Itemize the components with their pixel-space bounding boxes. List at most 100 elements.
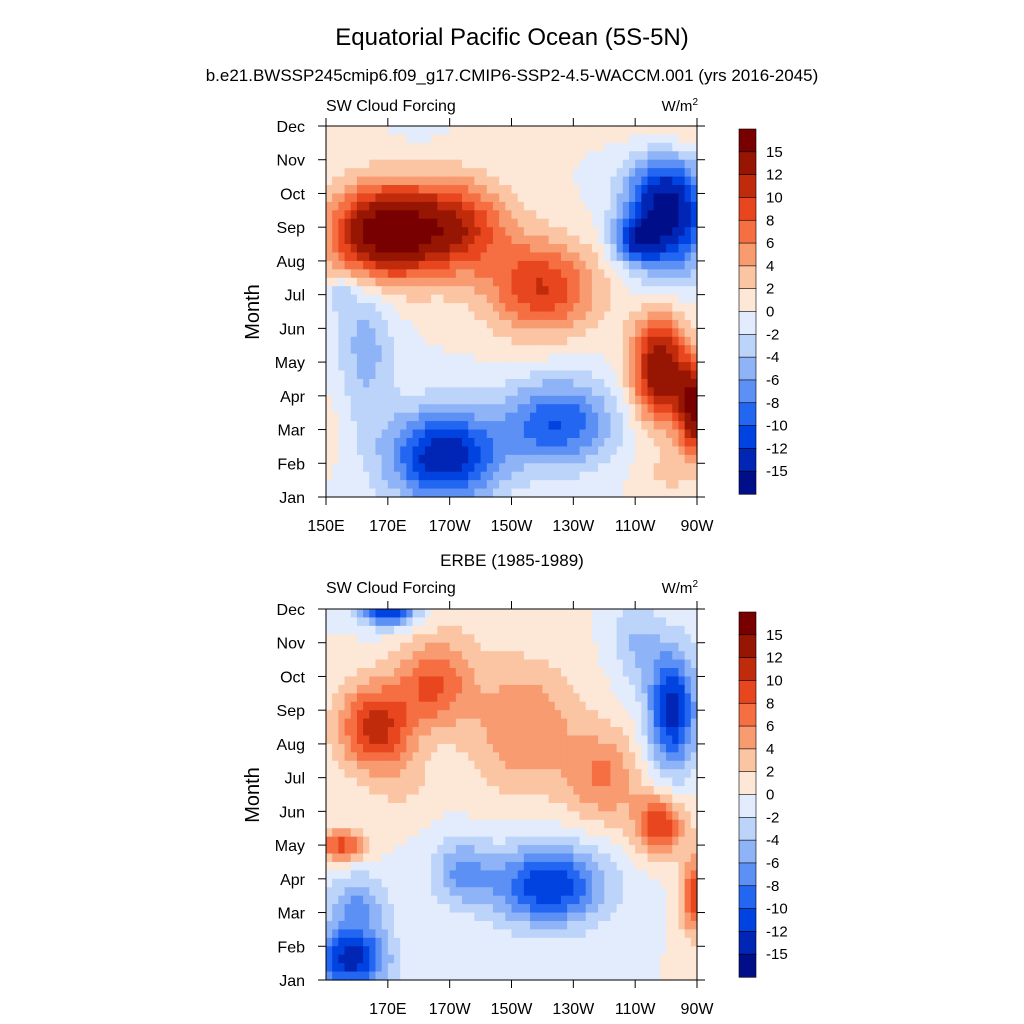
heatmap-cell	[462, 269, 469, 279]
heatmap-cell	[418, 235, 426, 245]
heatmap-cell	[418, 895, 426, 905]
heatmap-cell	[548, 609, 556, 619]
heatmap-cell	[672, 336, 680, 346]
heatmap-cell	[598, 244, 605, 254]
heatmap-cell	[604, 802, 612, 812]
heatmap-cell	[369, 244, 377, 254]
heatmap-cell	[616, 378, 624, 388]
heatmap-cell	[375, 634, 383, 644]
heatmap-cell	[653, 446, 661, 456]
heatmap-cell	[598, 252, 605, 262]
heatmap-cell	[499, 319, 506, 329]
heatmap-cell	[560, 819, 568, 829]
heatmap-cell	[369, 412, 377, 422]
heatmap-cell	[356, 311, 364, 321]
heatmap-cell	[394, 201, 401, 211]
heatmap-cell	[598, 345, 605, 355]
heatmap-cell	[449, 853, 457, 863]
heatmap-cell	[480, 294, 488, 304]
heatmap-cell	[567, 218, 574, 228]
heatmap-cell	[585, 387, 593, 397]
heatmap-cell	[505, 345, 513, 355]
heatmap-cell	[517, 642, 525, 652]
heatmap-cell	[332, 412, 339, 422]
heatmap-cell	[480, 269, 488, 279]
heatmap-cell	[678, 828, 686, 838]
heatmap-cell	[499, 845, 506, 855]
heatmap-cell	[400, 651, 407, 661]
heatmap-cell	[406, 861, 414, 871]
heatmap-cell	[480, 277, 488, 287]
heatmap-cell	[598, 651, 605, 661]
heatmap-cell	[412, 642, 420, 652]
heatmap-cell	[666, 887, 673, 897]
heatmap-cell	[437, 269, 445, 279]
heatmap-cell	[523, 303, 531, 313]
heatmap-cell	[400, 227, 407, 237]
heatmap-cell	[400, 836, 407, 846]
heatmap-cell	[647, 878, 655, 888]
heatmap-cell	[474, 404, 482, 414]
heatmap-cell	[635, 743, 642, 753]
heatmap-cell	[431, 463, 438, 473]
heatmap-cell	[424, 735, 432, 745]
heatmap-cell	[505, 252, 513, 262]
heatmap-cell	[604, 488, 612, 498]
heatmap-cell	[579, 185, 587, 195]
heatmap-cell	[548, 480, 556, 490]
heatmap-cell	[573, 260, 581, 270]
heatmap-cell	[560, 134, 568, 144]
heatmap-cell	[369, 488, 377, 498]
heatmap-cell	[356, 218, 364, 228]
heatmap-cell	[610, 168, 618, 178]
heatmap-cell	[511, 353, 519, 363]
heatmap-cell	[628, 845, 636, 855]
heatmap-cell	[474, 286, 482, 296]
heatmap-cell	[579, 311, 587, 321]
heatmap-cell	[369, 151, 377, 161]
heatmap-cell	[462, 735, 469, 745]
heatmap-cell	[598, 193, 605, 203]
heatmap-cell	[332, 260, 339, 270]
heatmap-cell	[437, 480, 445, 490]
heatmap-cell	[424, 463, 432, 473]
heatmap-cell	[462, 769, 469, 779]
heatmap-cell	[431, 735, 438, 745]
heatmap-cell	[653, 853, 661, 863]
heatmap-cell	[573, 446, 581, 456]
heatmap-cell	[431, 176, 438, 186]
heatmap-cell	[610, 710, 618, 720]
heatmap-cell	[511, 159, 519, 169]
heatmap-cell	[449, 244, 457, 254]
heatmap-cell	[641, 651, 649, 661]
heatmap-cell	[424, 353, 432, 363]
heatmap-cell	[344, 845, 352, 855]
heatmap-cell	[375, 378, 383, 388]
heatmap-cell	[437, 395, 445, 405]
heatmap-cell	[666, 269, 673, 279]
heatmap-cell	[628, 777, 636, 787]
heatmap-cell	[542, 126, 550, 136]
heatmap-cell	[505, 802, 513, 812]
heatmap-cell	[338, 328, 346, 338]
heatmap-cell	[604, 845, 612, 855]
heatmap-cell	[530, 277, 537, 287]
heatmap-cell	[554, 786, 562, 796]
heatmap-cell	[375, 311, 383, 321]
heatmap-cell	[443, 642, 451, 652]
heatmap-cell	[394, 227, 401, 237]
heatmap-cell	[610, 218, 618, 228]
heatmap-cell	[387, 142, 395, 152]
heatmap-cell	[554, 404, 562, 414]
heatmap-cell	[505, 260, 513, 270]
heatmap-cell	[554, 286, 562, 296]
heatmap-cell	[536, 294, 544, 304]
heatmap-cell	[505, 878, 513, 888]
heatmap-cell	[622, 701, 630, 711]
heatmap-cell	[468, 201, 475, 211]
heatmap-cell	[338, 319, 346, 329]
heatmap-cell	[332, 252, 339, 262]
heatmap-cell	[474, 659, 482, 669]
heatmap-cell	[579, 777, 587, 787]
heatmap-cell	[517, 201, 525, 211]
